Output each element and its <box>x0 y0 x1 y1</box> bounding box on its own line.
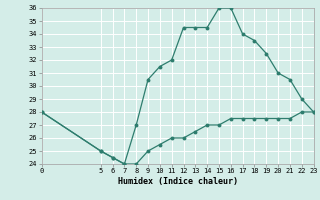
X-axis label: Humidex (Indice chaleur): Humidex (Indice chaleur) <box>118 177 237 186</box>
